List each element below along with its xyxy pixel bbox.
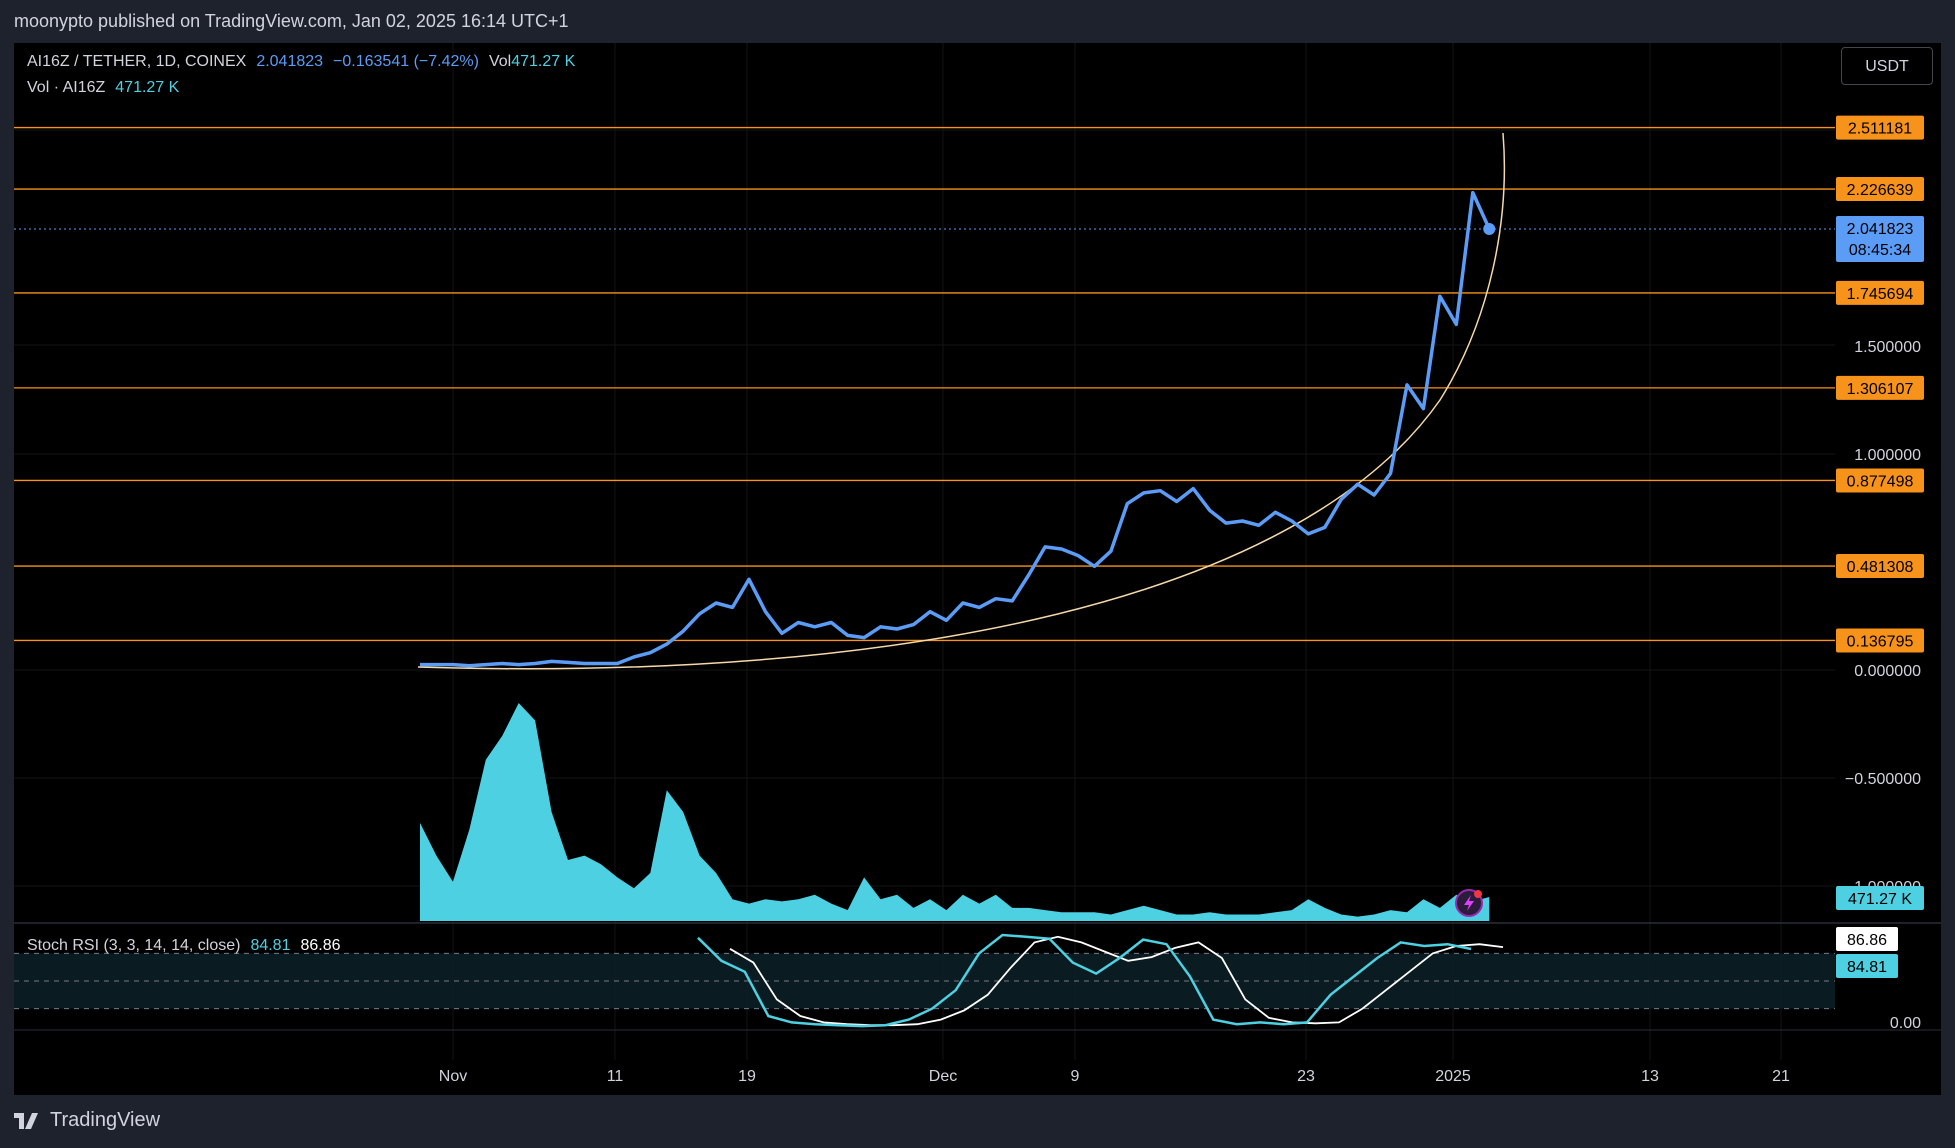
vol-series-label: Vol · AI16Z [27, 79, 106, 96]
price-tick-label: 1.500000 [1854, 339, 1921, 356]
price-axis-badges: 2.511181 2.226639 1.745694 1.306107 0.877498… [1836, 115, 1924, 910]
price-value: 2.041823 [256, 53, 324, 70]
grid [14, 43, 1835, 1060]
price-tick-label: 0.000000 [1854, 663, 1921, 680]
x-tick-label: 2025 [1435, 1068, 1471, 1085]
brand-name: TradingView [50, 1109, 161, 1131]
x-tick-label: 23 [1297, 1068, 1315, 1085]
last-price-dot [1483, 222, 1496, 235]
volume-area [420, 703, 1490, 921]
stoch-tick-label: 0.00 [1890, 1015, 1921, 1032]
level-badge-label: 2.226639 [1847, 182, 1914, 199]
level-badge-label: 0.481308 [1847, 559, 1914, 576]
change-value: −0.163541 (−7.42%) [333, 53, 479, 70]
x-tick-label: Nov [439, 1068, 467, 1085]
x-tick-label: Dec [929, 1068, 957, 1085]
stoch-k-value: 84.81 [250, 937, 291, 954]
stoch-k-badge-label: 84.81 [1847, 959, 1887, 976]
stoch-rsi-k-line [697, 933, 1472, 1028]
level-badge [1836, 177, 1924, 202]
level-badge [1836, 280, 1924, 305]
parabolic-curve [417, 132, 1506, 670]
stoch-d-value: 86.86 [300, 937, 341, 954]
level-badge [1836, 468, 1924, 493]
stoch-label: Stoch RSI (3, 3, 14, 14, close) [27, 937, 241, 954]
symbol-label: AI16Z / TETHER, 1D, COINEX [27, 53, 247, 70]
level-badge-label: 1.745694 [1847, 286, 1914, 303]
level-badge-label: 2.511181 [1848, 121, 1912, 138]
last-price-label: 2.041823 [1847, 221, 1914, 238]
vol-series-value: 471.27 K [115, 79, 180, 96]
x-tick-label: 13 [1641, 1068, 1659, 1085]
last-price-badge [1836, 215, 1924, 262]
footer: TradingView [0, 1097, 1955, 1148]
volume-legend: Vol · AI16Z 471.27 K [27, 79, 189, 97]
tradingview-logo-icon [14, 1112, 38, 1129]
main-legend: AI16Z / TETHER, 1D, COINEX 2.041823 −0.163… [27, 53, 585, 71]
stoch-d-badge-label: 86.86 [1847, 932, 1887, 949]
level-badge [1836, 554, 1924, 579]
x-tick-label: 9 [1071, 1068, 1080, 1085]
tradingview-logo[interactable]: TradingView [14, 1109, 160, 1132]
x-axis-ticks: Nov 11 19 Dec 9 23 2025 13 21 [439, 1068, 1790, 1085]
vol-value: 471.27 K [511, 53, 576, 70]
stoch-axis-badges: 86.86 84.81 [1836, 927, 1898, 978]
flash-icon [1455, 889, 1483, 917]
volume-badge [1836, 886, 1924, 910]
stoch-k-badge [1836, 954, 1898, 978]
stoch-legend: Stoch RSI (3, 3, 14, 14, close) 84.81 86.8… [27, 937, 351, 955]
level-badge [1836, 375, 1924, 400]
stoch-rsi-guides [14, 952, 1835, 1010]
level-badge-label: 1.306107 [1847, 381, 1914, 398]
price-series-line [420, 190, 1491, 668]
volume-badge-label: 471.27 K [1848, 891, 1912, 908]
level-badge [1836, 628, 1924, 653]
currency-button[interactable]: USDT [1841, 47, 1933, 85]
x-tick-label: 21 [1772, 1068, 1790, 1085]
level-badge-label: 0.877498 [1847, 473, 1914, 490]
level-badge [1836, 115, 1924, 140]
price-tick-label: −0.500000 [1845, 771, 1921, 788]
level-badge-label: 0.136795 [1847, 633, 1914, 650]
stoch-d-badge [1836, 927, 1898, 951]
x-tick-label: 11 [607, 1068, 624, 1085]
countdown-label: 08:45:34 [1849, 242, 1911, 259]
publish-header: moonypto published on TradingView.com, J… [14, 11, 569, 31]
x-tick-label: 19 [738, 1068, 756, 1085]
price-tick-label: 1.000000 [1854, 447, 1921, 464]
vol-label: Vol [488, 53, 512, 70]
stoch-rsi-d-line [729, 935, 1504, 1027]
